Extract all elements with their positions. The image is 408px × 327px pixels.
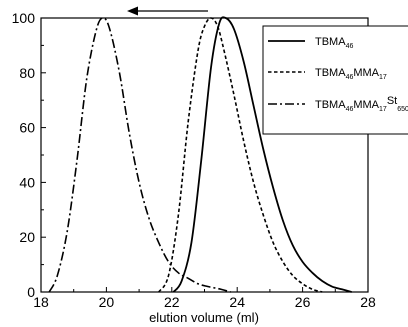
x-axis-title: elution volume (ml) — [149, 310, 259, 325]
y-tick-label: 60 — [19, 120, 35, 136]
legend-label-2: TBMA46MMA17 — [315, 67, 387, 81]
series-line-2 — [158, 17, 323, 293]
x-tick-label: 22 — [164, 294, 180, 310]
y-tick-label: 20 — [19, 229, 35, 245]
x-tick-label: 28 — [360, 294, 376, 310]
arrow-head-icon — [127, 6, 138, 16]
y-tick-label: 40 — [19, 174, 35, 190]
legend-label-1: TBMA46 — [315, 36, 353, 50]
y-tick-label: 80 — [19, 65, 35, 81]
legend-box — [262, 25, 408, 135]
x-tick-label: 26 — [295, 294, 311, 310]
x-tick-label: 24 — [229, 294, 245, 310]
x-tick-label: 18 — [33, 294, 49, 310]
x-tick-label: 20 — [99, 294, 115, 310]
x-axis-ticks: 18 20 22 24 26 28 — [33, 287, 376, 310]
y-tick-label: 0 — [27, 284, 35, 300]
legend-label-3: TBMA46MMA17St650 — [315, 95, 408, 113]
series-line-1 — [172, 16, 352, 293]
y-tick-label: 100 — [12, 10, 36, 26]
series-group — [48, 16, 352, 293]
direction-arrow — [127, 6, 208, 16]
legend: TBMA46 TBMA46MMA17 TBMA46MMA17St650 — [262, 25, 408, 135]
y-axis-ticks: 0 20 40 60 80 100 — [12, 10, 46, 300]
series-line-3 — [48, 17, 231, 293]
